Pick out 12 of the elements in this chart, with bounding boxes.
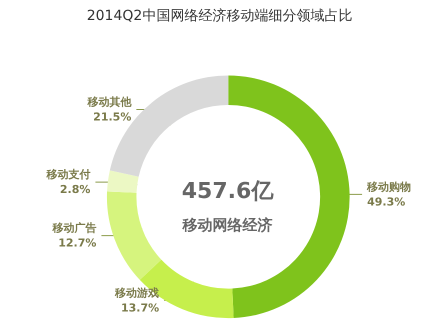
data-label: 49.3% (367, 195, 406, 208)
data-label: 21.5% (93, 110, 132, 124)
slice-label: 移动支付 (45, 168, 90, 182)
slice-label: 移动购物 (366, 180, 412, 194)
text: 移动网络经济 (182, 216, 272, 234)
text: 457.6亿 (182, 179, 274, 204)
data-label: 13.7% (120, 301, 160, 314)
slice-label: 移动广告 (51, 222, 96, 235)
data-label: 12.7% (58, 236, 96, 250)
data-label: 2.8% (60, 183, 90, 196)
slice-label: 移动其他 (86, 96, 132, 109)
chart-title: 2014Q2中国网络经济移动端细分领域占比 (86, 8, 352, 24)
